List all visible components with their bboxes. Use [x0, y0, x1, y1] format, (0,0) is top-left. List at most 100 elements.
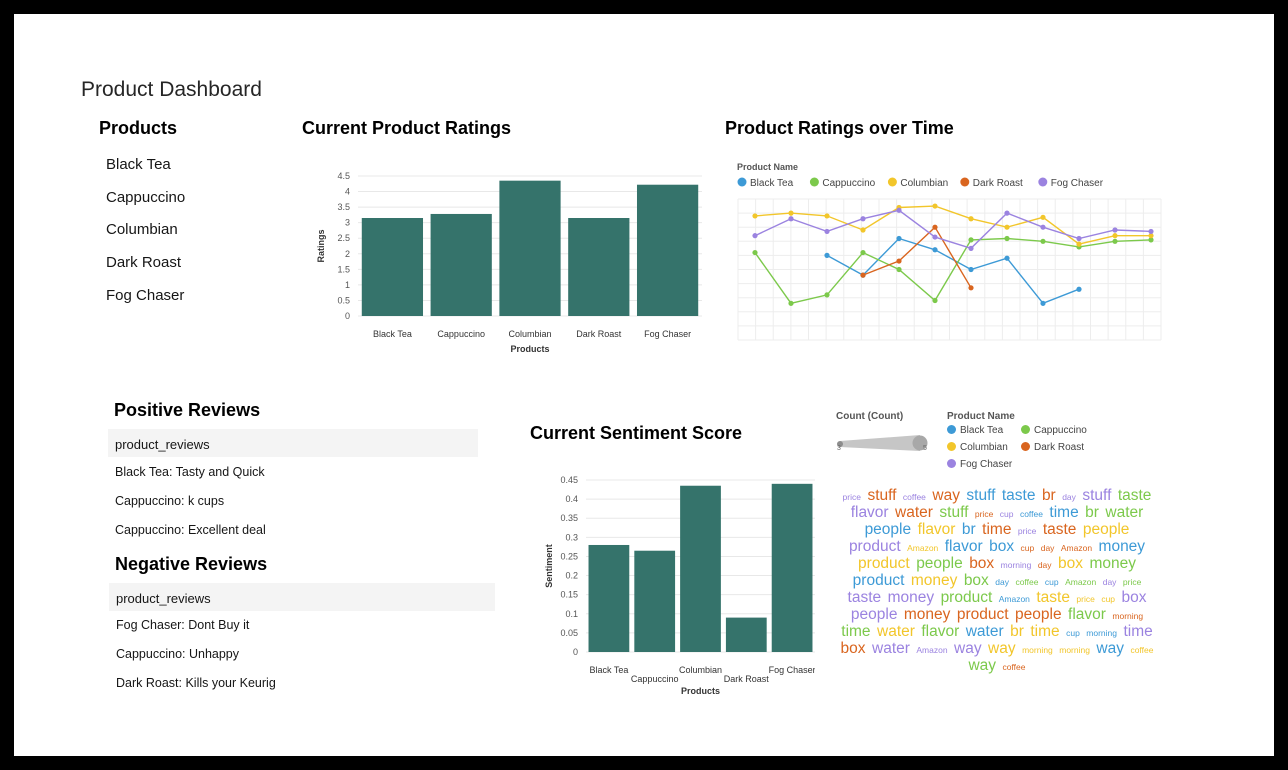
wordcloud-word-people[interactable]: people — [1015, 606, 1062, 623]
wordcloud-word-people[interactable]: people — [1082, 521, 1130, 538]
ratings-chart[interactable]: 0 0.5 1 1.5 2 2.5 3 3.5 4 4.5 Black Tea Cappuccino C… — [302, 148, 712, 354]
wordcloud-word-price[interactable]: price — [842, 492, 861, 502]
wordcloud[interactable]: price stuff coffee way stuff taste br da… — [838, 488, 1156, 690]
wordcloud-word-box[interactable]: box — [963, 572, 989, 589]
wordcloud-word-time[interactable]: time — [1049, 504, 1079, 521]
positive-reviews-column-header[interactable]: product_reviews — [108, 429, 478, 457]
wordcloud-word-coffee[interactable]: coffee — [1019, 509, 1043, 519]
wordcloud-word-taste[interactable]: taste — [1117, 487, 1152, 504]
wordcloud-word-people[interactable]: people — [864, 521, 912, 538]
wordcloud-word-morning[interactable]: morning — [1059, 645, 1090, 655]
wordcloud-word-day[interactable]: day — [1062, 492, 1076, 502]
wordcloud-word-br[interactable]: br — [1085, 504, 1099, 521]
wordcloud-word-flavor[interactable]: flavor — [850, 504, 889, 521]
wordcloud-word-cup[interactable]: cup — [1101, 594, 1116, 604]
wordcloud-word-day[interactable]: day — [1040, 543, 1055, 553]
wordcloud-word-way[interactable]: way — [1096, 640, 1124, 657]
wordcloud-word-box[interactable]: box — [1121, 589, 1147, 606]
wordcloud-word-way[interactable]: way — [954, 640, 982, 657]
bar-cappuccino — [430, 213, 492, 316]
wordcloud-word-people[interactable]: people — [916, 555, 963, 572]
wordcloud-word-taste[interactable]: taste — [1042, 521, 1077, 538]
wordcloud-word-flavor[interactable]: flavor — [1068, 606, 1106, 623]
wordcloud-word-time[interactable]: time — [1123, 623, 1153, 640]
product-item-black-tea[interactable]: Black Tea — [106, 156, 171, 173]
wordcloud-word-br[interactable]: br — [1041, 487, 1056, 504]
wordcloud-word-taste[interactable]: taste — [1001, 487, 1036, 504]
wordcloud-word-taste[interactable]: taste — [1036, 589, 1070, 606]
product-item-cappuccino[interactable]: Cappuccino — [106, 189, 186, 206]
timeline-chart[interactable]: Product Name Black Tea Cappuccino Columbian… — [719, 146, 1169, 354]
wordcloud-word-product[interactable]: product — [940, 589, 993, 606]
wordcloud-word-price[interactable]: price — [1122, 577, 1142, 587]
wordcloud-word-stuff[interactable]: stuff — [867, 487, 897, 504]
wordcloud-word-time[interactable]: time — [841, 623, 871, 640]
wordcloud-word-stuff[interactable]: stuff — [966, 487, 996, 504]
wordcloud-word-day[interactable]: day — [1102, 577, 1117, 587]
wordcloud-word-money[interactable]: money — [1098, 538, 1146, 555]
wordcloud-word-taste[interactable]: taste — [847, 589, 882, 606]
negative-reviews-column-header[interactable]: product_reviews — [109, 583, 495, 611]
wordcloud-word-br[interactable]: br — [961, 521, 976, 538]
wordcloud-word-box[interactable]: box — [840, 640, 866, 657]
wordcloud-word-money[interactable]: money — [903, 606, 951, 623]
wordcloud-word-stuff[interactable]: stuff — [1082, 487, 1112, 504]
y-tick-label: 4 — [345, 187, 350, 197]
wordcloud-word-water[interactable]: water — [877, 623, 915, 640]
wordcloud-word-coffee[interactable]: coffee — [1130, 645, 1154, 655]
wordcloud-word-cup[interactable]: cup — [1044, 577, 1059, 587]
wordcloud-word-amazon[interactable]: Amazon — [1065, 577, 1097, 587]
wordcloud-word-product[interactable]: product — [852, 572, 905, 589]
wordcloud-word-money[interactable]: money — [887, 589, 935, 606]
wordcloud-word-morning[interactable]: morning — [1000, 560, 1032, 570]
wordcloud-word-product[interactable]: product — [858, 555, 910, 572]
wordcloud-word-product[interactable]: product — [956, 606, 1009, 623]
sentiment-chart[interactable]: 0 0.05 0.1 0.15 0.2 0.25 0.3 0.35 0.4 0.45 Black T… — [530, 454, 815, 696]
wordcloud-word-day[interactable]: day — [1037, 560, 1052, 570]
wordcloud-word-coffee[interactable]: coffee — [902, 492, 926, 502]
wordcloud-word-money[interactable]: money — [1089, 555, 1136, 572]
wordcloud-word-box[interactable]: box — [969, 555, 995, 572]
wordcloud-word-morning[interactable]: morning — [1022, 645, 1053, 655]
wordcloud-word-water[interactable]: water — [872, 640, 910, 657]
wordcloud-word-way[interactable]: way — [968, 657, 997, 674]
series-line-dark-roast — [862, 226, 972, 289]
wordcloud-word-morning[interactable]: morning — [1086, 628, 1117, 638]
wordcloud-word-br[interactable]: br — [1010, 623, 1024, 640]
product-item-columbian[interactable]: Columbian — [106, 221, 178, 238]
wordcloud-word-cup[interactable]: cup — [1066, 628, 1080, 638]
wordcloud-word-water[interactable]: water — [965, 623, 1004, 640]
wordcloud-word-day[interactable]: day — [995, 577, 1009, 587]
wordcloud-word-water[interactable]: water — [895, 504, 933, 521]
wordcloud-word-price[interactable]: price — [974, 509, 994, 519]
wordcloud-word-amazon[interactable]: Amazon — [1060, 543, 1093, 553]
wordcloud-word-product[interactable]: product — [848, 538, 901, 555]
wordcloud-word-time[interactable]: time — [1030, 623, 1060, 640]
wordcloud-word-price[interactable]: price — [1017, 526, 1037, 536]
wordcloud-word-flavor[interactable]: flavor — [921, 623, 960, 640]
wordcloud-word-time[interactable]: time — [982, 521, 1012, 538]
wordcloud-word-morning[interactable]: morning — [1112, 611, 1144, 621]
wordcloud-word-way[interactable]: way — [988, 640, 1016, 657]
wordcloud-word-amazon[interactable]: Amazon — [916, 645, 948, 655]
wordcloud-word-cup[interactable]: cup — [1020, 543, 1035, 553]
wordcloud-word-amazon[interactable]: Amazon — [907, 543, 939, 553]
wordcloud-word-cup[interactable]: cup — [999, 509, 1014, 519]
wordcloud-word-stuff[interactable]: stuff — [939, 504, 969, 521]
point-fog-chaser — [968, 245, 974, 251]
wordcloud-word-coffee[interactable]: coffee — [1015, 577, 1039, 587]
wordcloud-word-flavor[interactable]: flavor — [944, 538, 983, 555]
wordcloud-word-box[interactable]: box — [1057, 555, 1083, 572]
wordcloud-word-way[interactable]: way — [932, 487, 960, 504]
product-item-fog-chaser[interactable]: Fog Chaser — [106, 287, 185, 304]
wordcloud-word-flavor[interactable]: flavor — [917, 521, 956, 538]
product-item-dark-roast[interactable]: Dark Roast — [106, 254, 182, 271]
wordcloud-word-water[interactable]: water — [1105, 504, 1144, 521]
wordcloud-word-box[interactable]: box — [989, 538, 1015, 555]
wordcloud-word-price[interactable]: price — [1076, 594, 1095, 604]
wordcloud-word-people[interactable]: people — [850, 606, 898, 623]
wordcloud-word-amazon[interactable]: Amazon — [998, 594, 1030, 604]
wordcloud-word-coffee[interactable]: coffee — [1002, 662, 1026, 672]
y-tick-label: 0.2 — [565, 571, 578, 581]
wordcloud-word-money[interactable]: money — [910, 572, 958, 589]
